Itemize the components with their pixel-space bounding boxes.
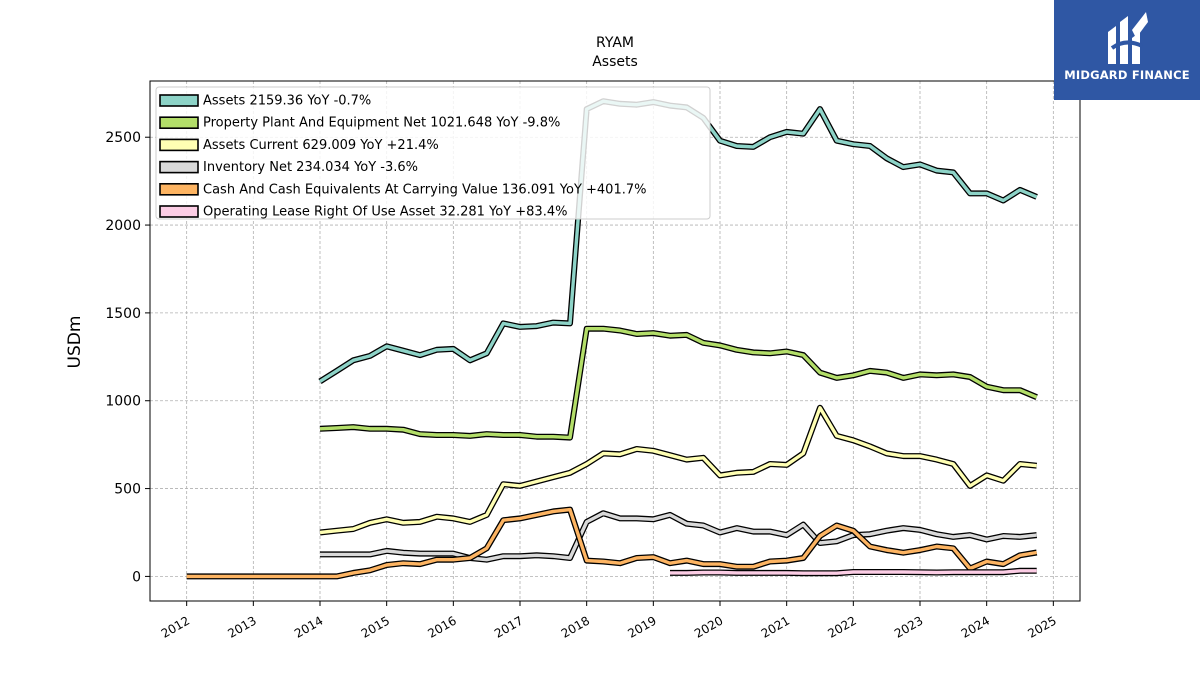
x-tick-label: 2014 (292, 613, 325, 640)
series-line-2 (319, 406, 1037, 535)
x-tick-label: 2025 (1025, 613, 1058, 640)
legend-swatch-0 (159, 94, 199, 107)
x-tick-label: 2024 (959, 613, 992, 640)
x-tick-label: 2019 (625, 613, 658, 640)
series-line-4 (186, 507, 1037, 579)
legend-swatch-2 (159, 138, 199, 152)
x-tick-label: 2020 (692, 613, 725, 640)
y-tick-label: 0 (132, 569, 141, 585)
series-outline-2 (319, 404, 1038, 536)
legend-label-0: Assets 2159.36 YoY -0.7% (203, 94, 371, 109)
series-outline-1 (319, 325, 1038, 441)
series-layer (186, 98, 1038, 580)
midgard-finance-logo: MIDGARD FINANCE (1054, 0, 1200, 100)
legend-swatch-3 (159, 160, 199, 174)
legend-label-3: Inventory Net 234.034 YoY -3.6% (203, 160, 418, 175)
plot-frame (149, 80, 1081, 602)
chart-title: RYAM (596, 35, 634, 51)
legend: Assets 2159.36 YoY -0.7% Property Plant A… (155, 86, 711, 220)
x-tick-label: 2016 (425, 613, 458, 640)
x-tick-label: 2012 (159, 613, 192, 640)
x-tick-label: 2023 (892, 613, 925, 640)
legend-swatch-1 (159, 116, 199, 129)
x-tick-label: 2015 (359, 613, 392, 640)
x-tick-label: 2013 (225, 613, 258, 640)
legend-label-1: Property Plant And Equipment Net 1021.64… (203, 116, 560, 131)
legend-label-4: Cash And Cash Equivalents At Carrying Va… (203, 182, 646, 197)
x-tick-label: 2021 (759, 613, 792, 640)
logo-text: MIDGARD FINANCE (1064, 68, 1190, 82)
legend-label-5: Operating Lease Right Of Use Asset 32.28… (203, 205, 567, 220)
midgard-logo-icon (1108, 12, 1148, 64)
series-line-5 (670, 569, 1037, 575)
series-outline-4 (186, 506, 1038, 580)
y-tick-label: 2000 (105, 218, 141, 234)
y-axis-label: USDm (65, 316, 85, 369)
y-tick-label: 1000 (105, 394, 141, 410)
legend-box (155, 86, 711, 220)
y-tick-label: 500 (114, 482, 141, 498)
chart-subtitle: Assets (592, 54, 638, 70)
x-tick-label: 2018 (559, 613, 592, 640)
x-tick-label: 2022 (825, 613, 858, 640)
series-line-1 (319, 327, 1038, 440)
y-tick-label: 1500 (105, 306, 141, 322)
legend-swatch-5 (159, 205, 199, 218)
x-tick-label: 2017 (492, 613, 525, 640)
series-line-3 (320, 511, 1037, 562)
legend-label-2: Assets Current 629.009 YoY +21.4% (203, 138, 439, 153)
y-tick-label: 2500 (105, 130, 141, 146)
legend-swatch-4 (159, 183, 199, 196)
